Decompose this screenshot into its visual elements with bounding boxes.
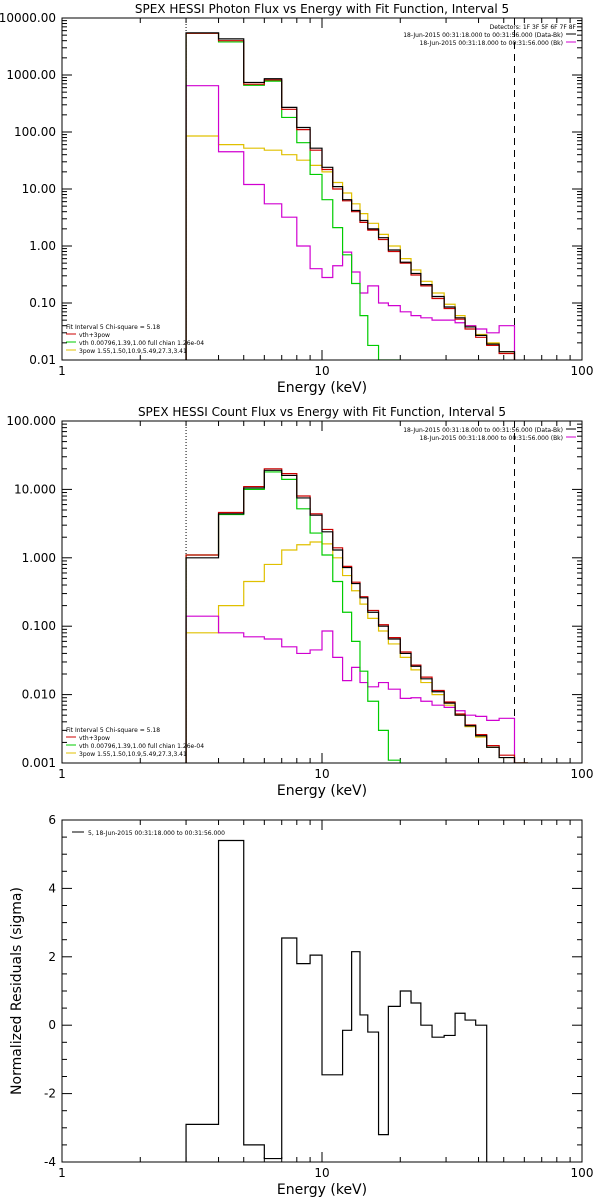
y-tick-label: 0.001 <box>22 756 56 770</box>
y-tick-label: 4 <box>48 881 56 895</box>
chart-title: SPEX HESSI Count Flux vs Energy with Fit… <box>138 405 506 419</box>
series-data-bk <box>185 32 516 360</box>
x-tick-label: 10 <box>314 767 329 781</box>
fit-legend-label: 3pow 1.55,1.50,10.9,5.49,27.3,3.41 <box>79 751 187 758</box>
y-axis-label: Normalized Residuals (sigma) <box>9 887 25 1095</box>
fit-legend-label: vth+3pow <box>79 735 110 742</box>
chart-title: SPEX HESSI Photon Flux vs Energy with Fi… <box>135 2 509 16</box>
x-tick-label: 10 <box>314 1166 329 1180</box>
fit-legend-label: vth 0.00796,1.39,1.00 full chian 1.26e-0… <box>79 743 204 750</box>
y-tick-label: 0.01 <box>29 353 56 367</box>
fit-legend-header: Fit Interval 5 Chi-square = 5.18 <box>66 324 160 331</box>
y-tick-label: 6 <box>48 813 56 827</box>
chart-panel-1: SPEX HESSI Photon Flux vs Energy with Fi… <box>0 2 593 396</box>
x-axis-label: Energy (keV) <box>277 380 367 396</box>
y-tick-label: 1000.00 <box>6 68 56 82</box>
legend-label: 18-Jun-2015 00:31:18.000 to 00:31:56.000… <box>420 435 563 442</box>
x-tick-label: 100 <box>571 1166 594 1180</box>
y-tick-label: 0 <box>48 1018 56 1032</box>
chart-panel-3: 1 10 100 6 4 2 0 -2 -4 Energy (keV) Normalized Res… <box>9 813 593 1198</box>
x-tick-label: 1 <box>58 1166 66 1180</box>
x-tick-label: 100 <box>571 364 594 378</box>
series-5-18-jun-2015-00-31-18-000-to-00-31-56-000 <box>185 839 488 1162</box>
x-tick-label: 1 <box>58 364 66 378</box>
y-tick-label: 0.10 <box>29 296 56 310</box>
fit-legend-header: Fit Interval 5 Chi-square = 5.18 <box>66 727 160 734</box>
y-tick-label: 0.100 <box>22 619 56 633</box>
series-bk <box>185 615 516 763</box>
y-tick-label: 1.00 <box>29 239 56 253</box>
plot-area <box>185 839 488 1162</box>
y-tick-label: 10.000 <box>14 482 56 496</box>
legend-label: 5, 18-Jun-2015 00:31:18.000 to 00:31:56.… <box>88 830 225 837</box>
x-axis-label: Energy (keV) <box>277 1182 367 1198</box>
legend-label: 18-Jun-2015 00:31:18.000 to 00:31:56.000… <box>420 40 563 47</box>
x-axis-label: Energy (keV) <box>277 783 367 799</box>
y-tick-label: 100.00 <box>14 125 56 139</box>
y-tick-label: 100.000 <box>6 414 56 428</box>
y-tick-label: -4 <box>44 1155 56 1169</box>
y-tick-label: 1.000 <box>22 551 56 565</box>
chart-panel-2: SPEX HESSI Count Flux vs Energy with Fit… <box>6 405 593 799</box>
x-tick-label: 10 <box>314 364 329 378</box>
y-tick-label: 0.010 <box>22 688 56 702</box>
legend-header: Detectors: 1F 3F 5F 6F 7F 8F <box>490 24 577 31</box>
legend-label: 18-Jun-2015 00:31:18.000 to 00:31:56.000… <box>403 32 563 39</box>
fit-legend-label: 3pow 1.55,1.50,10.9,5.49,27.3,3.41 <box>79 348 187 355</box>
plot-frame <box>61 819 583 1163</box>
plot-area <box>185 32 516 360</box>
y-tick-label: 10000.00 <box>0 11 56 25</box>
y-tick-label: -2 <box>44 1087 56 1101</box>
series-vth <box>185 471 401 763</box>
series-data-bk <box>185 469 529 763</box>
plot-frame <box>61 17 583 361</box>
plot-frame <box>61 420 583 764</box>
y-tick-label: 10.00 <box>22 182 56 196</box>
legend-label: 18-Jun-2015 00:31:18.000 to 00:31:56.000… <box>403 427 563 434</box>
x-tick-label: 1 <box>58 767 66 781</box>
plot-area <box>185 468 529 763</box>
y-tick-label: 2 <box>48 950 56 964</box>
fit-legend-label: vth 0.00796,1.39,1.00 full chian 1.26e-0… <box>79 340 204 347</box>
x-tick-label: 100 <box>571 767 594 781</box>
fit-legend-label: vth+3pow <box>79 332 110 339</box>
